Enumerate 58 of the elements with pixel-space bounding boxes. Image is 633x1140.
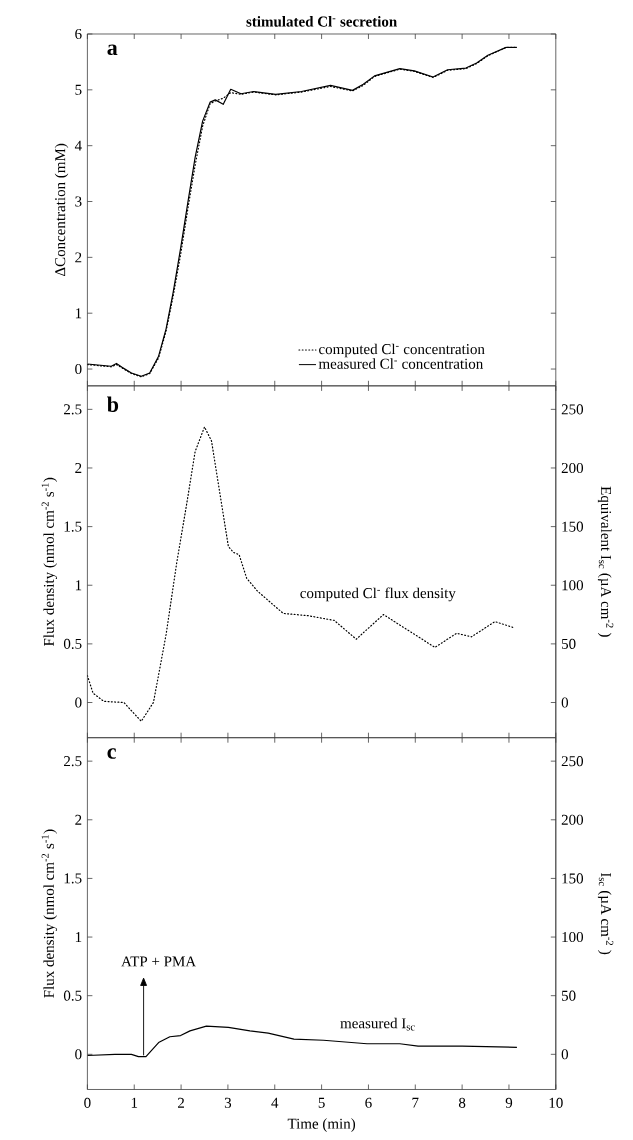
y-tick-label: 0 [75,363,82,375]
annotation: a [107,44,118,56]
y-tick-label: 1 [75,580,82,591]
x-tick-label: 4 [271,1097,279,1108]
y-axis-title: ΔConcentration (mM) [54,143,69,277]
y-tick-label: 1 [75,932,82,942]
y2-tick-label: 150 [562,873,584,884]
annotation: ATP + PMA [121,956,197,967]
series-label: computed Cl$^{-}$ flux density [300,587,456,602]
y-axis-title: Flux density (nmol cm$^{-2}$ s$^{-1}$) [41,829,58,998]
y-tick-label: 2 [75,814,82,825]
y-tick-label: 2.5 [64,756,82,767]
y-tick-label: 1.5 [64,521,82,532]
x-tick-label: 7 [412,1097,419,1108]
y-tick-label: 1.5 [64,873,82,884]
y-tick-label: 0 [75,1049,82,1060]
x-tick-label: 1 [131,1097,138,1108]
line-series [87,426,514,722]
x-tick-label: 2 [177,1097,184,1108]
x-tick-label: 8 [458,1097,466,1108]
y-axis-title: Flux density (nmol cm$^{-2}$ s$^{-1}$) [41,477,58,647]
y-tick-label: 4 [74,140,82,151]
annotation: c [107,748,116,759]
y-tick-label: 6 [75,28,82,40]
y-tick-label: 0 [75,697,82,708]
chart-title: stimulated Cl$^{-}$ secretion [246,16,397,27]
y2-tick-label: 100 [562,931,584,943]
y2-tick-label: 0 [561,1049,569,1060]
x-tick-label: 0 [84,1097,91,1108]
y2-axis-title: I$_{sc}$ (µA cm$^{-2}$ ) [597,872,614,955]
y2-tick-label: 250 [561,404,584,415]
x-tick-label: 10 [549,1097,563,1108]
y2-tick-label: 250 [561,756,584,767]
y-tick-label: 0.5 [63,638,82,649]
y2-tick-label: 50 [561,638,576,649]
y2-tick-label: 200 [561,462,584,474]
x-tick-label: 6 [365,1097,372,1108]
x-tick-label: 9 [505,1097,513,1108]
legend-label: measured Cl$^{-}$ concentration [318,358,484,369]
y-tick-label: 2 [75,463,82,473]
y2-tick-label: 200 [561,814,584,825]
series-label: measured I$_{sc}$ [340,1017,415,1031]
y-tick-label: 1 [75,308,82,319]
y2-tick-label: 100 [562,580,584,591]
x-axis-title: Time (min) [287,1118,356,1132]
legend-label: computed Cl$^{-}$ concentration [319,343,485,358]
y2-tick-label: 50 [561,990,576,1001]
annotation: b [107,396,119,412]
y2-tick-label: 0 [561,697,569,708]
y2-axis-title: Equivalent I$_{sc}$ (µA cm$^{-2}$ ) [597,486,614,637]
y-tick-label: 0.5 [63,990,82,1001]
y-tick-label: 5 [75,84,82,95]
y-tick-label: 3 [75,196,82,207]
y-tick-label: 2 [75,252,82,263]
x-tick-label: 3 [224,1097,232,1108]
x-tick-label: 5 [318,1097,325,1108]
y-tick-label: 2.5 [64,404,82,415]
y2-tick-label: 150 [562,521,584,532]
